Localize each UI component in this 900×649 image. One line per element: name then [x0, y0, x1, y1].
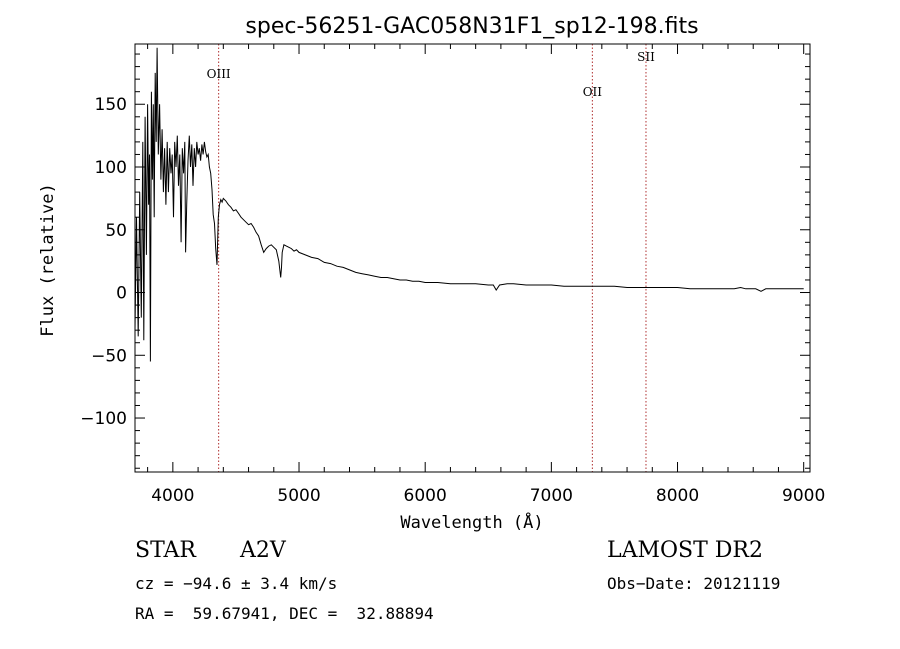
y-tick-label: −100 [80, 409, 127, 429]
x-tick-label: 5000 [277, 486, 320, 506]
coordinates: RA = 59.67941, DEC = 32.88894 [135, 604, 434, 623]
x-axis-label: Wavelength (Å) [400, 511, 543, 533]
y-tick-label: 100 [95, 158, 127, 178]
line-label-sii: SII [637, 50, 655, 64]
chart-title: spec-56251-GAC058N31F1_sp12-198.fits [245, 14, 698, 39]
spectral-class: A2V [240, 538, 286, 563]
plot-frame [134, 43, 811, 473]
cz-value: cz = −94.6 ± 3.4 km/s [135, 574, 338, 593]
x-tick-label: 9000 [782, 486, 825, 506]
line-label-oii: OII [583, 85, 603, 99]
x-tick-label: 6000 [404, 486, 447, 506]
x-tick-label: 4000 [151, 486, 194, 506]
y-tick-label: 150 [95, 95, 127, 115]
y-tick-label: 50 [105, 221, 127, 241]
spectrum-line [135, 47, 804, 362]
line-label-oiii: OIII [207, 67, 231, 81]
obs-date: Obs−Date: 20121119 [607, 574, 781, 593]
y-tick-label: 0 [116, 284, 127, 304]
y-tick-label: −50 [91, 346, 127, 366]
y-axis-label: Flux (relative) [38, 183, 58, 337]
survey-name: LAMOST DR2 [607, 538, 763, 563]
x-tick-label: 8000 [656, 486, 699, 506]
object-type: STAR [135, 538, 196, 563]
x-tick-label: 7000 [530, 486, 573, 506]
